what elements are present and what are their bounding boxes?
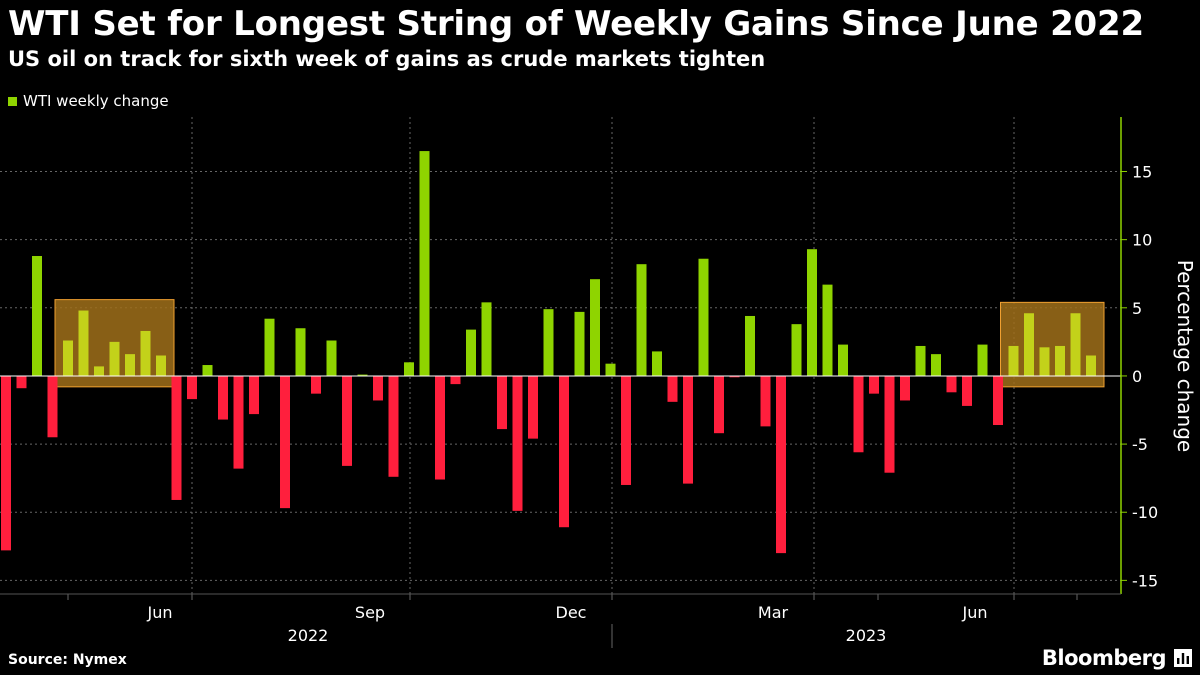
bar <box>202 365 213 376</box>
bar <box>605 363 616 376</box>
y-tick-label: -10 <box>1132 503 1158 522</box>
bar <box>311 375 321 394</box>
y-axis-title: Percentage change <box>1173 260 1197 452</box>
bar <box>884 375 895 473</box>
bar <box>993 375 1003 426</box>
bar <box>435 375 445 480</box>
bar <box>683 375 693 484</box>
x-month-label: Jun <box>147 603 173 622</box>
bar <box>667 375 678 402</box>
bar <box>838 344 848 376</box>
bar <box>295 328 306 376</box>
bar <box>466 329 476 376</box>
bar <box>698 258 709 376</box>
bar <box>342 375 352 466</box>
bar <box>388 375 399 477</box>
bar <box>233 375 244 469</box>
y-tick-label: -5 <box>1132 435 1148 454</box>
x-month-label: Jun <box>962 603 988 622</box>
bar <box>791 324 802 376</box>
legend-label: WTI weekly change <box>23 92 169 110</box>
y-tick-label: 5 <box>1132 299 1142 318</box>
bar <box>280 375 290 509</box>
bar <box>512 375 523 511</box>
bar <box>373 375 383 401</box>
bar <box>1086 355 1096 376</box>
legend: WTI weekly change <box>8 92 169 110</box>
axis-layer: 15 10 5 0 -5 -10 -15 Jun Sep Dec Mar Jun 2022 2023 <box>0 117 1158 648</box>
bar <box>962 375 972 406</box>
y-tick-label: 10 <box>1132 231 1152 250</box>
bar <box>807 249 817 376</box>
bar <box>187 375 197 400</box>
bar <box>16 375 27 389</box>
y-tick-label: 0 <box>1132 367 1142 386</box>
bar <box>94 366 104 376</box>
x-year-label: 2023 <box>846 626 887 645</box>
bar <box>822 284 833 376</box>
bar <box>78 310 89 376</box>
bar <box>621 375 631 485</box>
bar <box>652 351 662 376</box>
bar <box>714 375 724 434</box>
bar <box>946 375 957 393</box>
bar <box>590 279 600 376</box>
bar <box>1055 345 1065 376</box>
y-tick-label: 15 <box>1132 163 1152 182</box>
bar <box>125 354 135 376</box>
bar <box>264 318 275 376</box>
bar <box>481 302 492 376</box>
bar <box>559 375 569 528</box>
source-note: Source: Nymex <box>8 652 127 668</box>
bar <box>156 355 166 376</box>
bar <box>47 375 58 438</box>
bar <box>1 375 11 551</box>
bar <box>543 309 554 376</box>
y-tick-label: -15 <box>1132 571 1158 590</box>
x-month-label: Dec <box>556 603 587 622</box>
bar <box>760 375 771 427</box>
bar <box>636 264 647 376</box>
bloomberg-logo-icon <box>1174 649 1192 667</box>
bar <box>109 341 120 376</box>
bar <box>729 375 740 378</box>
bar <box>497 375 507 430</box>
bar <box>404 362 414 376</box>
bar <box>1039 347 1050 376</box>
bar <box>869 375 879 394</box>
bar <box>450 375 461 385</box>
bar <box>140 330 151 376</box>
bar <box>419 151 430 376</box>
brand-wordmark: Bloomberg <box>1041 646 1167 670</box>
bar <box>900 375 910 401</box>
bar <box>574 311 585 376</box>
bar <box>915 345 926 376</box>
legend-swatch <box>8 96 17 106</box>
bar-layer <box>1 151 1096 554</box>
bar <box>357 374 368 376</box>
x-year-label: 2022 <box>288 626 329 645</box>
bar <box>528 375 538 439</box>
bar <box>249 375 259 415</box>
bar <box>776 375 786 554</box>
bar <box>218 375 228 420</box>
bar <box>1070 313 1081 376</box>
bar <box>171 375 182 500</box>
bar <box>63 340 73 376</box>
bar <box>32 256 42 376</box>
x-month-label: Mar <box>758 603 789 622</box>
chart-subtitle: US oil on track for sixth week of gains … <box>8 47 766 71</box>
x-month-label: Sep <box>355 603 385 622</box>
chart-title: WTI Set for Longest String of Weekly Gai… <box>8 4 1144 44</box>
bar <box>326 340 337 376</box>
bar <box>1008 345 1019 376</box>
bar <box>977 344 988 376</box>
bar <box>853 375 864 453</box>
bar <box>745 315 755 376</box>
bar <box>1024 313 1034 376</box>
bar <box>931 354 941 376</box>
